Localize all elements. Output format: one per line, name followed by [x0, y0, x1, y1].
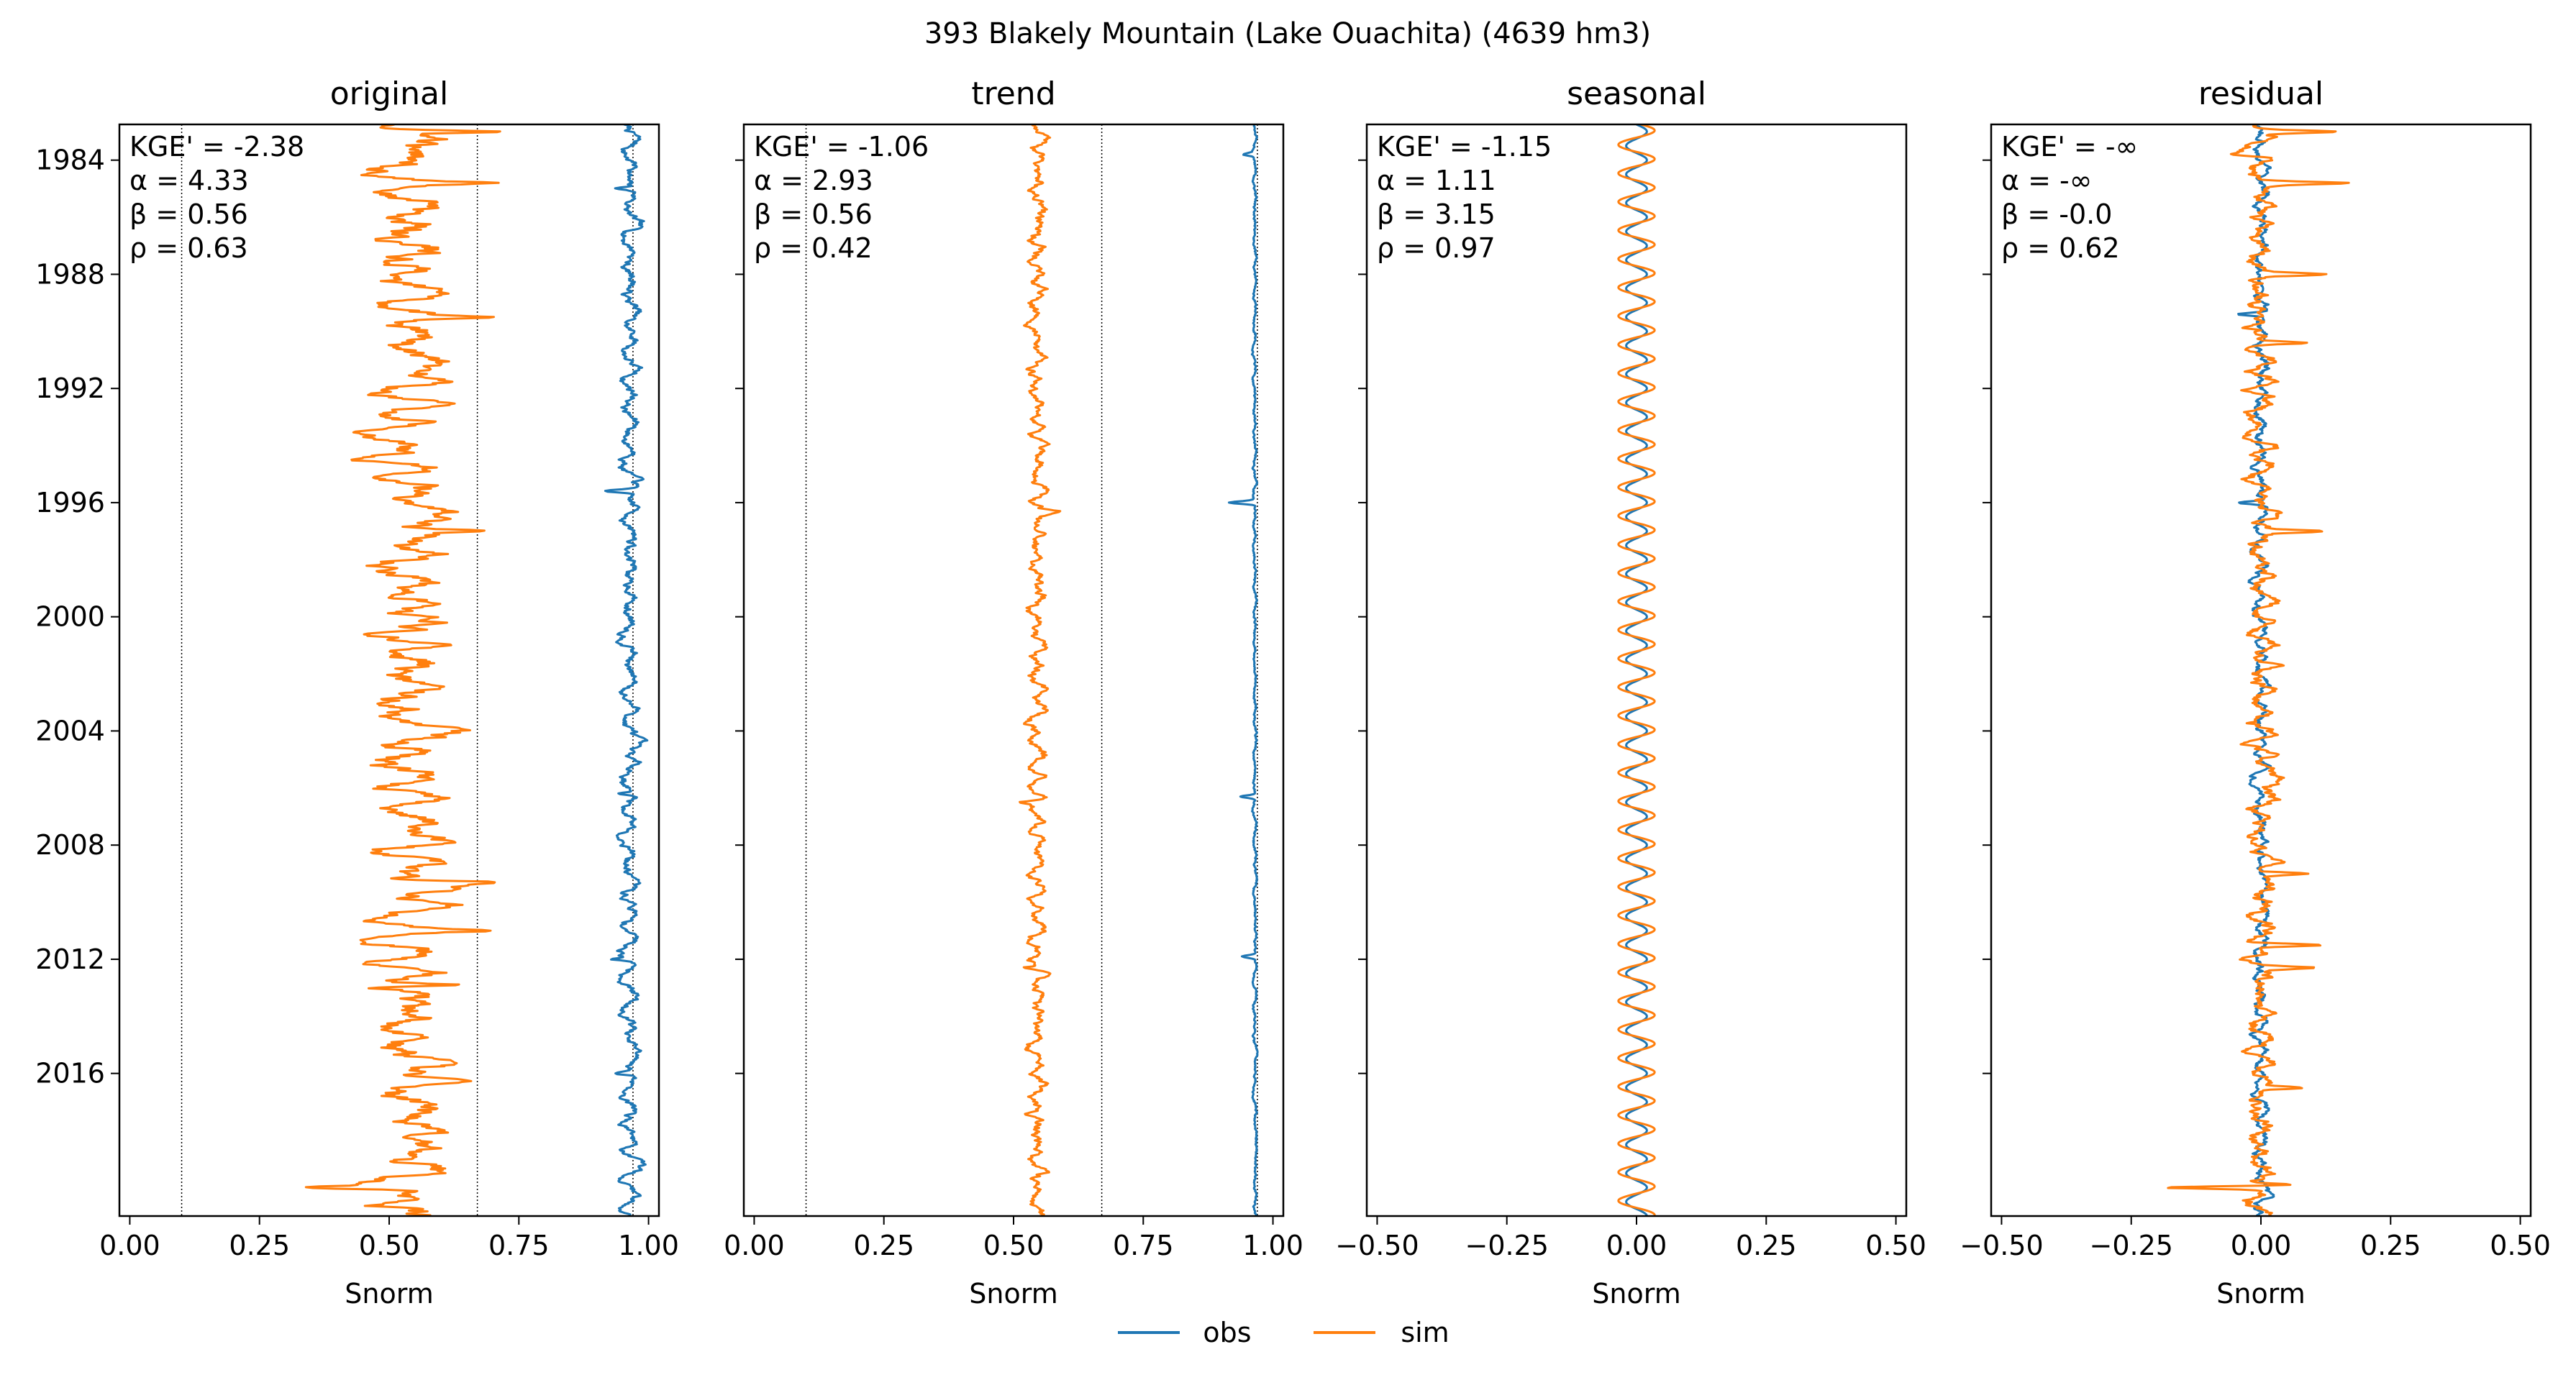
metric-text: α = -∞ [2001, 165, 2092, 196]
x-tick-label: 0.50 [359, 1230, 420, 1261]
x-tick-label: −0.50 [1960, 1230, 2043, 1261]
x-tick-label: −0.25 [2089, 1230, 2172, 1261]
panel-title: original [330, 76, 448, 112]
y-tick-label: 2008 [35, 829, 105, 861]
y-tick-label: 1984 [35, 145, 105, 176]
y-tick-label: 2004 [35, 715, 105, 746]
panel-title: seasonal [1567, 76, 1706, 112]
metric-text: KGE' = -1.06 [754, 131, 929, 163]
x-tick-label: 0.75 [1113, 1230, 1174, 1261]
y-tick-label: 1996 [35, 487, 105, 518]
panel-title: trend [971, 76, 1055, 112]
metric-text: β = 0.56 [129, 198, 248, 230]
x-tick-label: 0.75 [488, 1230, 550, 1261]
plot-area [2167, 124, 2350, 1216]
x-tick-label: 0.00 [99, 1230, 160, 1261]
plot-area [1617, 124, 1656, 1216]
metric-text: α = 1.11 [1377, 165, 1496, 196]
metric-text: α = 2.93 [754, 165, 873, 196]
panel-seasonal: seasonal Snorm −0.50 −0.25 0.00 0.25 0.50 KGE… [1335, 76, 1926, 1310]
y-tick-label: 2000 [35, 601, 105, 633]
y-tick-label: 1992 [35, 373, 105, 404]
y-tick-label: 2016 [35, 1058, 105, 1089]
x-tick-label: 1.00 [1242, 1230, 1303, 1261]
figure-suptitle: 393 Blakely Mountain (Lake Ouachita) (46… [924, 17, 1651, 50]
x-tick-label: 0.00 [1606, 1230, 1667, 1261]
x-tick-label: −0.50 [1335, 1230, 1419, 1261]
series-sim-line [1019, 124, 1062, 1216]
metric-text: ρ = 0.42 [754, 232, 873, 264]
metric-text: KGE' = -1.15 [1377, 131, 1552, 163]
x-tick-label: 0.00 [2231, 1230, 2292, 1261]
panel-title: residual [2198, 76, 2324, 112]
x-tick-label: 0.25 [2360, 1230, 2421, 1261]
series-sim-line [1617, 124, 1656, 1216]
legend-sim-label: sim [1401, 1317, 1449, 1348]
series-sim-line [2167, 124, 2350, 1216]
x-tick-label: 0.50 [2490, 1230, 2551, 1261]
x-tick-label: 1.00 [618, 1230, 679, 1261]
x-axis-label: Snorm [2216, 1278, 2305, 1310]
x-tick-label: −0.25 [1465, 1230, 1548, 1261]
x-tick-label: 0.50 [983, 1230, 1044, 1261]
series-obs-line [2237, 124, 2275, 1216]
legend-obs-label: obs [1203, 1317, 1251, 1348]
x-tick-label: 0.25 [853, 1230, 914, 1261]
x-axis-label: Snorm [1592, 1278, 1680, 1310]
axes-frame [742, 123, 1285, 1217]
series-obs-line [1227, 124, 1259, 1216]
metric-text: ρ = 0.97 [1377, 232, 1496, 264]
metric-text: ρ = 0.62 [2001, 232, 2120, 264]
y-tick-label: 2012 [35, 943, 105, 975]
metric-text: β = 0.56 [754, 198, 873, 230]
panel-residual: residual Snorm −0.50 −0.25 0.00 0.25 0.50 KGE… [1960, 76, 2551, 1310]
x-axis-label: Snorm [969, 1278, 1057, 1310]
metric-text: KGE' = -2.38 [129, 131, 304, 163]
plot-area [181, 124, 649, 1216]
y-tick-label: 1988 [35, 258, 105, 290]
x-tick-label: 0.50 [1865, 1230, 1926, 1261]
x-tick-label: 0.25 [1736, 1230, 1797, 1261]
metric-text: α = 4.33 [129, 165, 249, 196]
series-sim-line [304, 124, 501, 1216]
legend: obs sim [1118, 1317, 1449, 1348]
x-tick-label: 0.25 [229, 1230, 290, 1261]
metric-text: ρ = 0.63 [129, 232, 248, 264]
x-axis-label: Snorm [345, 1278, 433, 1310]
panel-original: original Snorm 0.00 0.25 0.50 0.75 1.00 1984 1… [35, 76, 679, 1310]
metric-text: β = -0.0 [2001, 198, 2112, 230]
metric-text: β = 3.15 [1377, 198, 1496, 230]
axes-frame [118, 123, 660, 1217]
plot-area [805, 124, 1259, 1216]
metric-text: KGE' = -∞ [2001, 131, 2138, 163]
series-obs-line [604, 124, 649, 1216]
panel-trend: trend Snorm 0.00 0.25 0.50 0.75 1.00 KGE' = -… [724, 76, 1303, 1310]
x-tick-label: 0.00 [724, 1230, 785, 1261]
